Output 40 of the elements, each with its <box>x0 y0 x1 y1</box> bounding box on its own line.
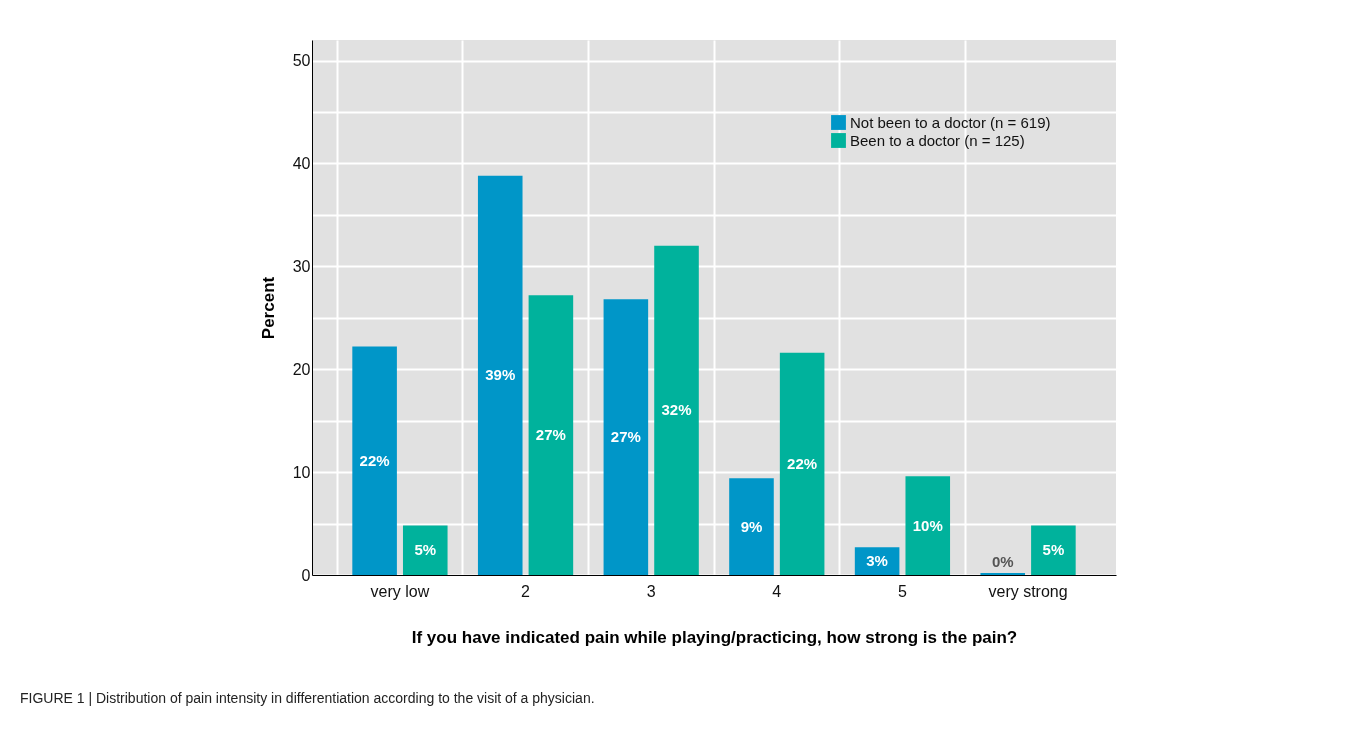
y-axis-title: Percent <box>258 276 278 340</box>
data-label: 27% <box>610 428 641 446</box>
data-label: 39% <box>485 366 516 384</box>
x-tick-label: 4 <box>772 582 782 600</box>
data-label: 9% <box>740 517 763 535</box>
legend-label: Been to a doctor (n = 125) <box>850 131 1025 149</box>
data-label: 10% <box>912 516 943 534</box>
y-tick-label: 50 <box>292 52 311 70</box>
x-tick-label: very strong <box>988 582 1068 600</box>
y-tick-label: 0 <box>301 566 311 584</box>
bar <box>654 245 699 575</box>
data-label: 32% <box>661 401 692 419</box>
bar <box>528 295 574 575</box>
data-label: 0% <box>991 552 1014 570</box>
data-label: 22% <box>787 454 818 472</box>
bar <box>980 572 1026 575</box>
bar <box>603 299 649 575</box>
bar <box>1031 525 1076 575</box>
data-label: 27% <box>535 426 566 444</box>
x-axis-title: If you have indicated pain while playing/practicing, how strong is the pain? <box>411 627 1018 647</box>
caption: FIGURE 1 | Distribution of pain intensity in differentiation according to the visit of a physician. <box>20 690 595 706</box>
bar <box>477 175 523 575</box>
legend-label: Not been to a doctor (n = 619) <box>850 113 1051 131</box>
bar <box>905 476 951 575</box>
data-label: 22% <box>359 451 390 469</box>
y-tick-label: 30 <box>292 257 311 275</box>
y-tick-label: 10 <box>292 463 311 481</box>
y-tick-label: 40 <box>292 154 311 172</box>
x-tick-label: 5 <box>897 582 907 600</box>
bar <box>402 525 448 575</box>
y-tick-label: 20 <box>292 360 311 378</box>
bar <box>352 346 397 575</box>
x-tick-label: very low <box>370 582 430 600</box>
data-label: 5% <box>414 541 437 559</box>
x-tick-label: 2 <box>521 582 531 600</box>
x-tick-label: 3 <box>646 582 656 600</box>
bar <box>779 352 825 575</box>
data-label: 5% <box>1042 541 1065 559</box>
bar <box>729 478 774 575</box>
data-label: 3% <box>866 552 888 570</box>
